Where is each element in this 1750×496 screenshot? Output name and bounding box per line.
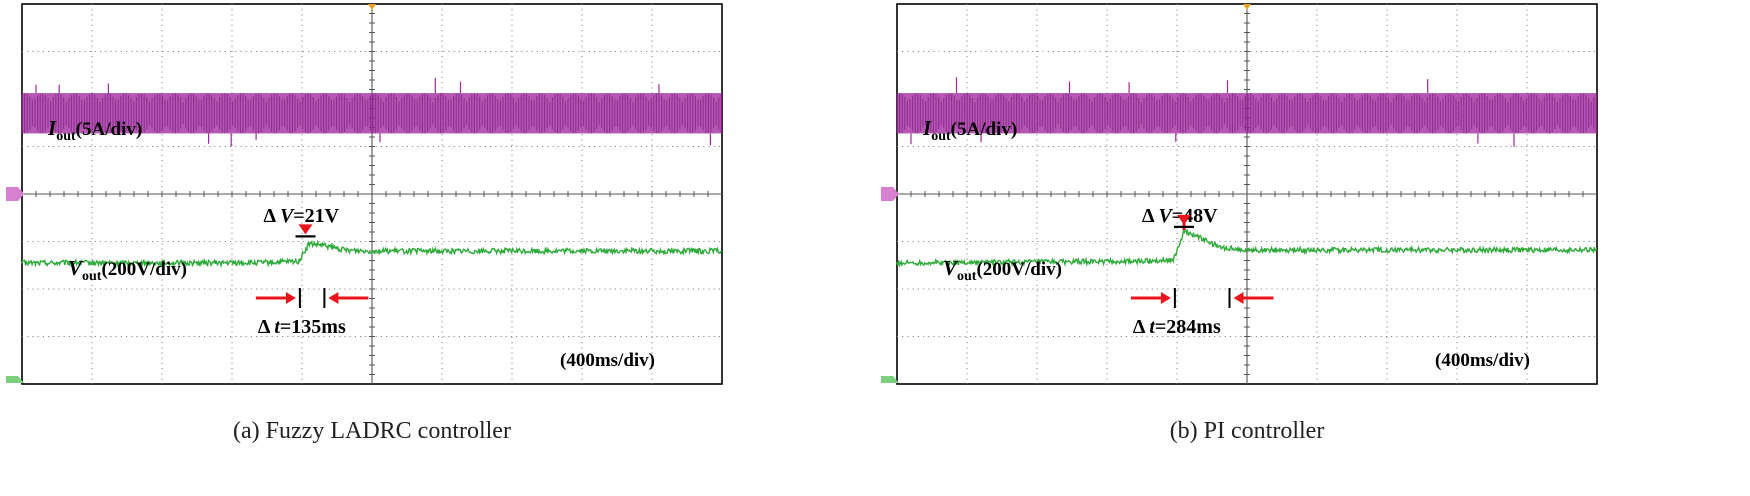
voltage-label: Vout(200V/div) bbox=[68, 256, 187, 284]
oscilloscope-chart-a: Iout(5A/div) Vout(200V/div) Δ V=21V Δ t=135… bbox=[6, 3, 723, 444]
channel-1-marker bbox=[881, 187, 899, 201]
delta-t-label: Δ t=135ms bbox=[258, 316, 346, 338]
voltage-waveform bbox=[896, 228, 1598, 268]
current-waveform-ripple bbox=[21, 93, 722, 134]
channel-1-marker bbox=[6, 187, 24, 201]
trigger-marker bbox=[1243, 4, 1251, 10]
chart-caption: (b) PI controller bbox=[1170, 418, 1325, 444]
delta-v-label: Δ V=21V bbox=[264, 205, 340, 227]
voltage-label: Vout(200V/div) bbox=[943, 256, 1062, 284]
time-scale-label: (400ms/div) bbox=[560, 350, 655, 371]
delta-v-arrowhead bbox=[298, 224, 313, 235]
grid bbox=[897, 4, 1597, 384]
current-waveform-spikes bbox=[35, 77, 711, 147]
delta-t-label: Δ t=284ms bbox=[1133, 316, 1221, 338]
current-label: Iout(5A/div) bbox=[922, 116, 1017, 144]
delta-v-arrowhead bbox=[1177, 214, 1191, 225]
current-label: Iout(5A/div) bbox=[47, 116, 142, 144]
panel-a: Iout(5A/div) Vout(200V/div) Δ V=21V Δ t=135… bbox=[6, 3, 723, 444]
current-waveform-ripple bbox=[896, 93, 1597, 134]
panel-b: Iout(5A/div) Vout(200V/div) Δ V=48V Δ t=284… bbox=[875, 0, 1750, 496]
trigger-marker bbox=[368, 4, 376, 10]
delta-t-right-arrowhead bbox=[328, 292, 339, 304]
delta-t-left-arrowhead bbox=[1160, 292, 1171, 304]
chart-caption: (a) Fuzzy LADRC controller bbox=[233, 418, 511, 444]
current-waveform-spikes bbox=[910, 77, 1515, 147]
time-scale-label: (400ms/div) bbox=[1435, 350, 1530, 371]
channel-2-marker bbox=[881, 376, 899, 383]
channel-2-marker bbox=[6, 376, 24, 383]
delta-t-left-arrowhead bbox=[285, 292, 296, 304]
delta-t-right-arrowhead bbox=[1233, 292, 1244, 304]
voltage-waveform bbox=[21, 239, 722, 269]
